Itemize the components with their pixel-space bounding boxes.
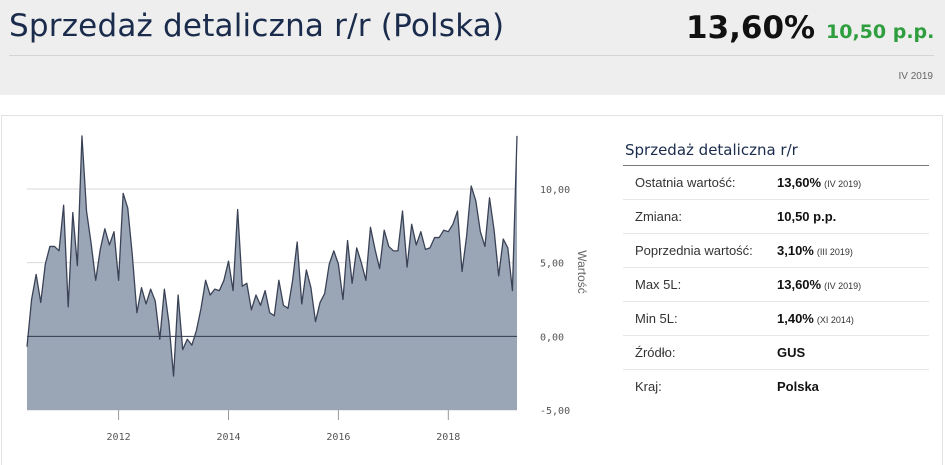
- current-value: 13,60%: [686, 10, 816, 46]
- info-row: Poprzednia wartość: 3,10% (III 2019): [623, 233, 929, 268]
- info-row: Max 5L: 13,60% (IV 2019): [623, 267, 929, 302]
- info-value-text: 1,40%: [777, 311, 814, 326]
- y-tick-label: 10,00: [540, 185, 570, 196]
- x-tick-label: 2016: [326, 432, 350, 443]
- info-row-label: Min 5L:: [623, 301, 777, 336]
- header-divider: [9, 55, 934, 56]
- info-value-note: (III 2019): [816, 247, 853, 257]
- y-tick-label: 0,00: [540, 332, 564, 343]
- info-row: Min 5L: 1,40% (XI 2014): [623, 301, 929, 336]
- info-row-label: Zmiana:: [623, 199, 777, 234]
- info-value-text: 13,60%: [777, 277, 822, 292]
- info-row-value: GUS: [777, 335, 929, 370]
- info-row-value: 10,50 p.p.: [777, 199, 929, 234]
- x-tick-label: 2014: [216, 432, 240, 443]
- info-row: Źródło: GUS: [623, 335, 929, 370]
- page-title: Sprzedaż detaliczna r/r (Polska): [9, 8, 505, 44]
- header-bar: Sprzedaż detaliczna r/r (Polska) 13,60% …: [0, 0, 945, 95]
- info-value-text: GUS: [777, 345, 806, 360]
- info-value-note: (IV 2019): [824, 179, 862, 189]
- info-value-note: (IV 2019): [824, 281, 862, 291]
- info-row-label: Poprzednia wartość:: [623, 233, 777, 268]
- period-label: IV 2019: [898, 71, 933, 82]
- info-value-text: 10,50 p.p.: [777, 209, 837, 224]
- info-table: Ostatnia wartość: 13,60% (IV 2019) Zmiana: 1…: [623, 166, 929, 403]
- sidebar-divider: [623, 165, 929, 166]
- info-row-label: Ostatnia wartość:: [623, 166, 777, 200]
- info-value-text: 13,60%: [777, 175, 822, 190]
- info-value-text: Polska: [777, 379, 819, 394]
- info-value-note: (XI 2014): [816, 315, 854, 325]
- series-line: [26, 135, 518, 377]
- info-row-label: Kraj:: [635, 379, 662, 394]
- series-area: [27, 135, 517, 410]
- y-tick-label: -5,00: [540, 406, 570, 417]
- y-tick-label: 5,00: [540, 259, 564, 270]
- info-row-value: 3,10% (III 2019): [777, 233, 929, 268]
- x-tick-label: 2018: [436, 432, 460, 443]
- info-row-value: 13,60% (IV 2019): [777, 267, 929, 302]
- info-row: Zmiana: 10,50 p.p.: [623, 199, 929, 234]
- info-row-value: 13,60% (IV 2019): [777, 166, 929, 200]
- info-row-label: Źródło:: [623, 335, 777, 370]
- info-row: Kraj: Polska: [623, 370, 929, 404]
- info-row-value: Polska: [777, 370, 929, 404]
- y-axis-label: Wartość: [575, 250, 589, 294]
- info-value-text: 3,10%: [777, 243, 814, 258]
- change-value: 10,50 p.p.: [826, 21, 935, 43]
- x-tick-label: 2012: [107, 432, 131, 443]
- sidebar-title: Sprzedaż detaliczna r/r: [625, 141, 798, 159]
- info-row-label: Max 5L:: [623, 267, 777, 302]
- info-row: Ostatnia wartość: 13,60% (IV 2019): [623, 166, 929, 200]
- info-row-value: 1,40% (XI 2014): [777, 301, 929, 336]
